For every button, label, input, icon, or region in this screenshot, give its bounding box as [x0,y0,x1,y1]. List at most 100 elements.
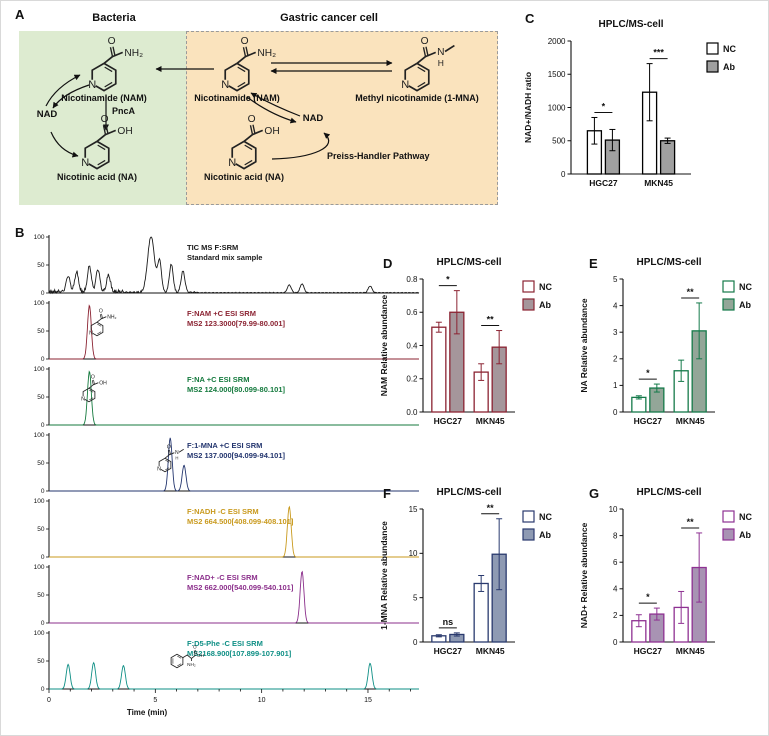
text-label: N [89,330,93,336]
trace-1-MNA [49,437,419,492]
category-label: HGC27 [434,646,463,656]
chemical-structure-nam-icon: N O NH₂ [88,36,143,92]
trace-label-line1: F:1-MNA +C ESI SRM [187,441,262,450]
y-tick-label: 50 [37,460,45,467]
text-label: OH [99,380,107,386]
trace-label-line1: F:NA +C ESI SRM [187,375,249,384]
y-tick-label: 0.6 [406,308,418,317]
y-tick-label: 50 [37,394,45,401]
chemical-structure-na-icon: N O OH [228,114,280,170]
y-tick-label: 1500 [548,70,566,79]
legend-swatch-Ab [722,528,735,541]
trace-TIC [48,236,420,295]
significance-label: ** [687,517,695,527]
y-tick-label: 0 [41,488,45,495]
legend-label: Ab [739,530,751,540]
chart-C-svg: HPLC/MS-cell 0 500 1000 1500 2000 NAD+/NADH ra… [523,19,736,188]
trace-NADH [49,505,419,558]
chemical-structure-nam-icon: N O NH₂ [89,308,116,336]
y-tick-label: 50 [37,658,45,665]
text-label: OH [197,653,204,658]
y-tick-label: 0 [41,356,45,363]
y-tick-label: 5 [613,275,618,284]
significance-label: * [646,368,650,378]
pathway-arrow [246,96,297,124]
chart-title: HPLC/MS-cell [598,19,663,30]
legend-label: Ab [539,300,551,310]
mna-label-cancer: Methyl nicotinamide (1-MNA) [355,93,479,103]
text-label: N [401,79,409,91]
legend-label: NC [723,44,736,54]
legend-swatch-Ab [706,60,719,73]
y-tick-label: 50 [37,262,45,269]
category-label: MKN45 [644,178,673,188]
nad-label-cancer: NAD [302,113,324,124]
panel-label-c: C [525,11,535,26]
significance-label: *** [653,48,664,58]
trace-label-line2: MS2168.900[107.899-107.901] [187,649,292,658]
chart-E-svg: HPLC/MS-cell 0 1 2 3 4 5 NA Relative abundance H… [579,257,752,426]
bar-NC-HGC27 [631,396,647,413]
chart-G-svg: HPLC/MS-cell 0 2 4 6 8 10 NAD+ Relative abundan… [579,487,752,656]
y-tick-label: 100 [34,432,45,439]
y-tick-label: 100 [34,630,45,637]
pathway-arrow [52,84,90,109]
chart-title: HPLC/MS-cell [636,257,701,268]
legend-label: Ab [539,530,551,540]
legend-label: Ab [739,300,751,310]
text-label: O [91,374,95,380]
y-tick-label: 3 [613,328,618,337]
chart-title: HPLC/MS-cell [436,487,501,498]
y-tick-label: 2000 [548,37,566,46]
text-label: O [167,444,171,450]
text-label: N [81,157,89,169]
y-tick-label: 0.8 [406,275,418,284]
y-tick-label: 50 [37,328,45,335]
text-label: NH₂ [124,48,143,59]
y-tick-label: 0 [561,170,566,179]
trace-label-line2: MS2 137.000[94.099-94.101] [187,451,285,460]
y-tick-label: 6 [613,558,618,567]
pathway-arrow [45,74,81,107]
significance-label: ns [443,617,454,627]
legend-swatch-NC [522,510,535,523]
text-label: O [193,645,197,650]
pathway-arrow [50,131,79,158]
trace-label-line1: F:NAD+ -C ESI SRM [187,573,258,582]
category-label: HGC27 [634,416,663,426]
y-axis-label: NA Relative abundance [579,298,589,392]
trace-label-line1: TIC MS F:SRM [187,243,238,252]
panel-label-d: D [383,256,393,271]
category-label: HGC27 [634,646,663,656]
category-label: MKN45 [676,416,705,426]
y-tick-label: 8 [613,531,618,540]
trace-label-line2: MS2 123.3000[79.99-80.001] [187,319,285,328]
category-label: MKN45 [476,416,505,426]
y-tick-label: 15 [409,505,418,514]
bacteria-box [19,31,186,205]
y-tick-label: 4 [613,585,618,594]
trace-label-line2: MS2 664.500[408.099-408.101] [187,517,294,526]
nad-label-bacteria: NAD [36,109,58,120]
pathway-arrow [271,132,331,160]
legend-swatch-NC [722,280,735,293]
y-tick-label: 1 [613,381,618,390]
legend-swatch-NC [722,510,735,523]
nad-nadh-ratio-chart: HPLC/MS-cell 0 500 1000 1500 2000 NAD+/NADH ra… [517,11,767,216]
y-tick-label: 10 [609,505,618,514]
y-axis-label: 1-MNA Relative abundance [379,521,389,630]
text-label: N [437,47,444,58]
y-tick-label: 500 [552,137,566,146]
chemical-structure-nam-icon: N O NH₂ [221,36,276,92]
text-label: N [228,157,236,169]
y-tick-label: 0 [41,290,45,297]
y-tick-label: 100 [34,234,45,241]
y-tick-label: 2 [613,355,618,364]
y-tick-label: 0 [41,686,45,693]
text-label: O [108,36,116,47]
y-tick-label: 100 [34,366,45,373]
